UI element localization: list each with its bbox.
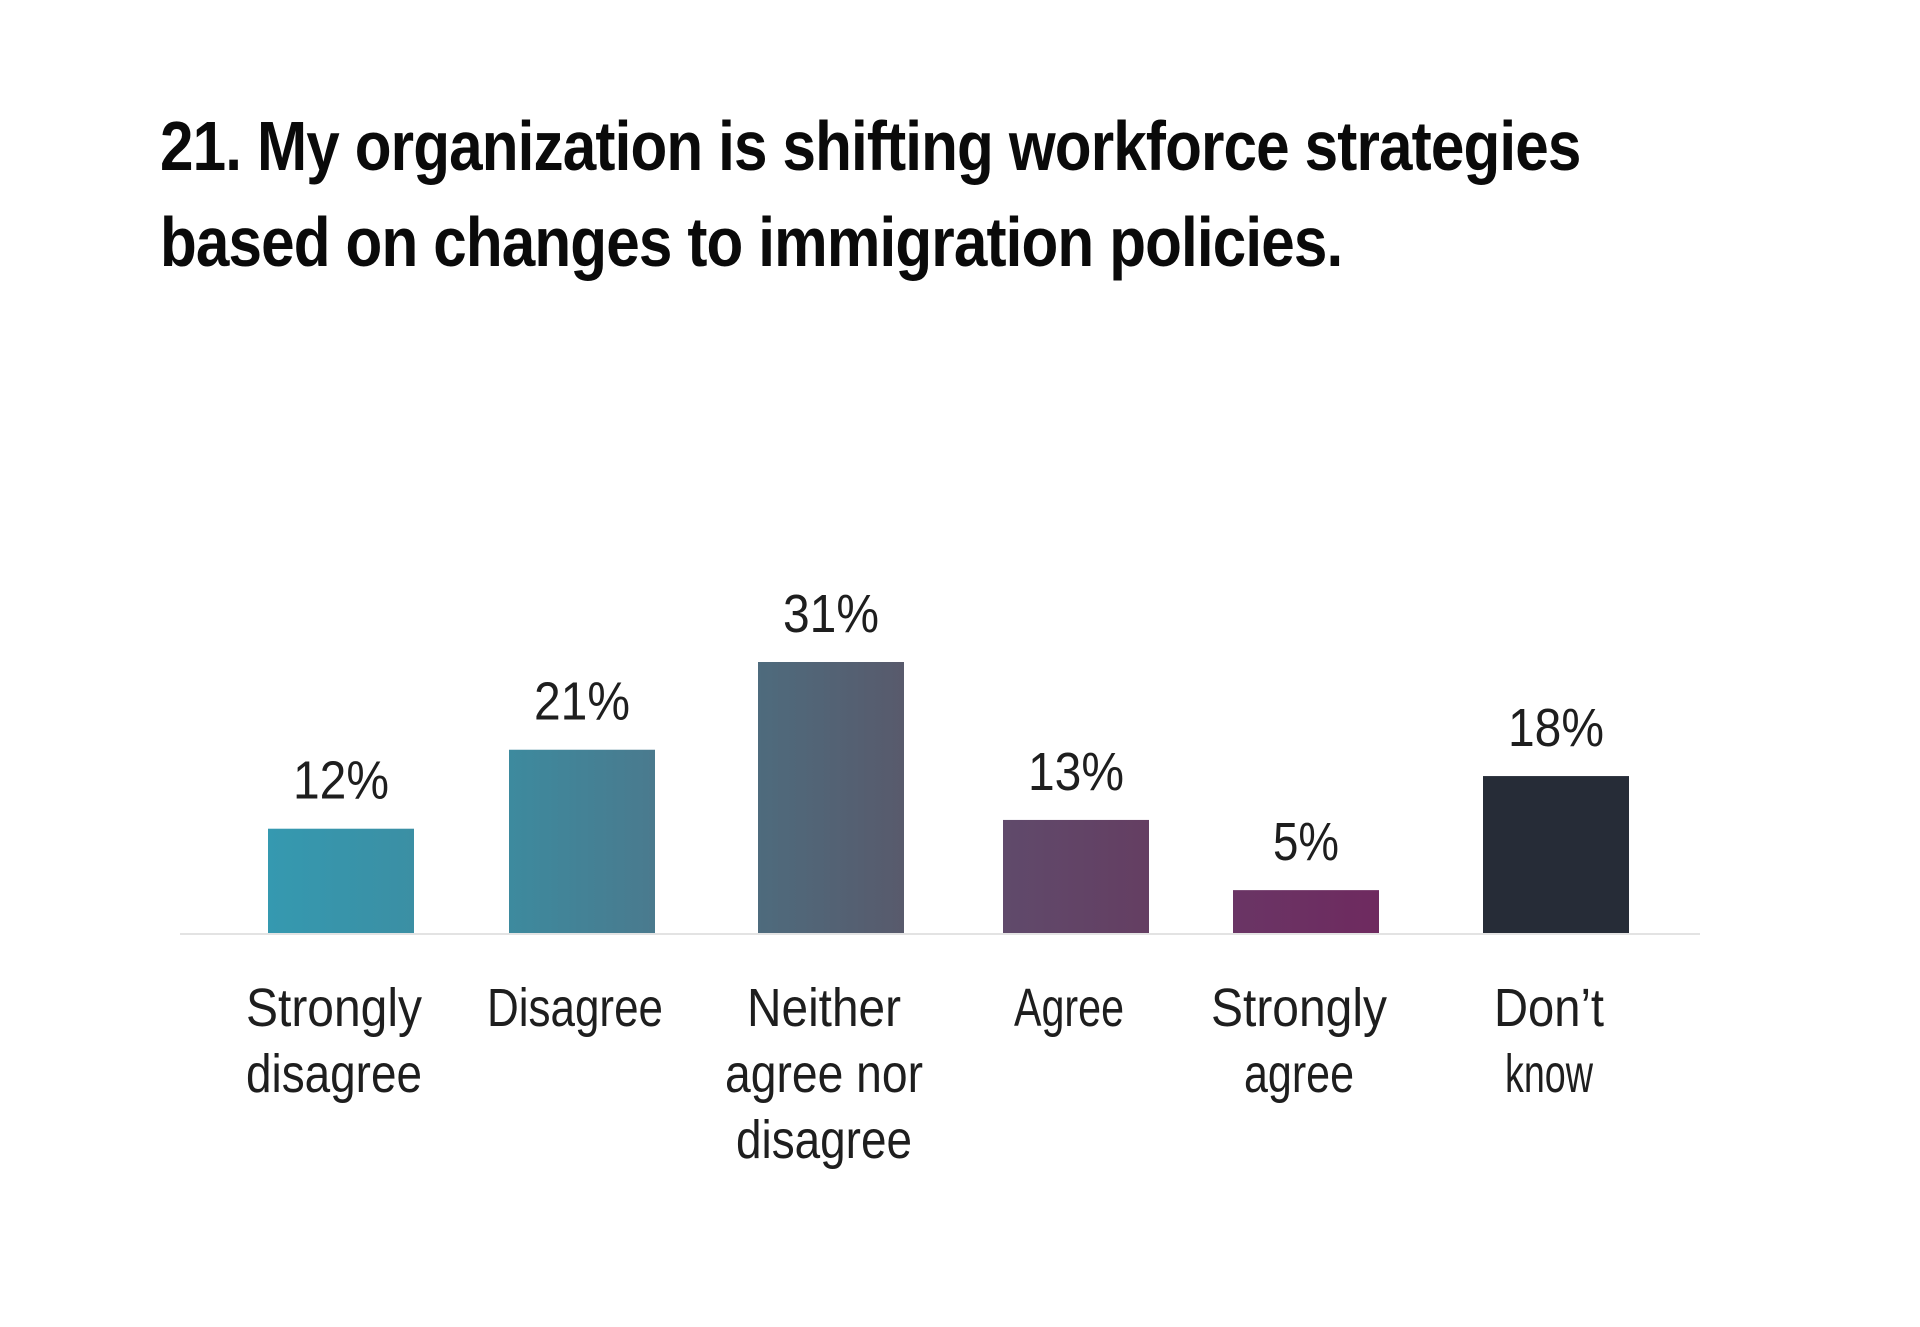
chart-title-line-2: based on changes to immigration policies… [160, 203, 1343, 281]
category-label-4-line-1: agree [1244, 1044, 1354, 1104]
value-label-5: 18% [1508, 698, 1604, 758]
value-label-4: 5% [1273, 812, 1339, 872]
value-label-2: 31% [783, 584, 879, 644]
category-label-1-line-0: Disagree [487, 978, 663, 1038]
bar-1 [509, 749, 655, 934]
value-label-3: 13% [1028, 742, 1124, 802]
value-labels-group: 12% 21% 31% 13% 5% 18% [293, 584, 1604, 872]
category-label-0-line-0: Strongly [246, 978, 422, 1038]
category-label-2-line-2: disagree [736, 1110, 912, 1170]
category-label-5-line-1: know [1505, 1044, 1594, 1104]
category-label-3-line-0: Agree [1014, 978, 1124, 1038]
chart-title-line-1: 21. My organization is shifting workforc… [160, 107, 1581, 185]
bar-4 [1233, 890, 1379, 934]
bar-5 [1483, 776, 1629, 934]
chart-title: 21. My organization is shifting workforc… [160, 98, 1622, 290]
category-label-4-line-0: Strongly [1211, 978, 1387, 1038]
value-label-1: 21% [534, 672, 630, 732]
category-label-0-line-1: disagree [246, 1044, 422, 1104]
category-label-5-line-0: Don’t [1494, 978, 1604, 1038]
bar-0 [268, 828, 414, 934]
category-label-2-line-1: agree nor [725, 1044, 923, 1104]
value-label-0: 12% [293, 751, 389, 811]
bar-3 [1003, 819, 1149, 934]
bars-group [268, 662, 1629, 934]
bar-2 [758, 662, 904, 934]
category-label-2-line-0: Neither [747, 978, 901, 1038]
